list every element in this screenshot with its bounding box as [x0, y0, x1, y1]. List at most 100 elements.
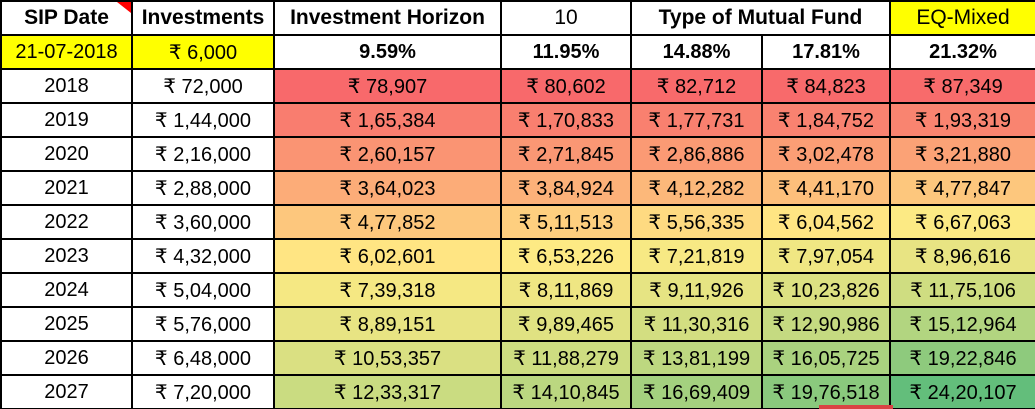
projection-cell[interactable]: ₹ 3,21,880 — [889, 136, 1035, 172]
table-body: 2018 ₹ 72,000 ₹ 78,907 ₹ 80,602 ₹ 82,712 ₹ 84… — [0, 68, 1035, 409]
projection-cell[interactable]: ₹ 2,86,886 — [630, 136, 763, 172]
projection-cell[interactable]: ₹ 1,84,752 — [761, 102, 891, 138]
year-cell[interactable]: 2022 — [0, 204, 133, 240]
projection-cell[interactable]: ₹ 1,65,384 — [273, 102, 502, 138]
projection-cell[interactable]: ₹ 24,20,107 — [889, 374, 1035, 409]
table-row: 2019 ₹ 1,44,000 ₹ 1,65,384 ₹ 1,70,833 ₹ 1,77… — [0, 102, 1035, 138]
rate-cell[interactable]: 17.81% — [761, 34, 891, 70]
projection-cell[interactable]: ₹ 7,39,318 — [273, 272, 502, 308]
fund-selected-cell[interactable]: EQ-Mixed — [889, 0, 1035, 36]
year-cell[interactable]: 2018 — [0, 68, 133, 104]
projection-cell[interactable]: ₹ 6,53,226 — [500, 238, 632, 274]
projection-cell[interactable]: ₹ 80,602 — [500, 68, 632, 104]
projection-cell[interactable]: ₹ 8,11,869 — [500, 272, 632, 308]
invested-cell[interactable]: ₹ 3,60,000 — [131, 204, 275, 240]
table-row: 2022 ₹ 3,60,000 ₹ 4,77,852 ₹ 5,11,513 ₹ 5,56… — [0, 204, 1035, 240]
year-cell[interactable]: 2019 — [0, 102, 133, 138]
projection-cell[interactable]: ₹ 19,76,518 — [761, 374, 891, 409]
monthly-investment-cell[interactable]: ₹ 6,000 — [131, 34, 275, 70]
investment-horizon-header-cell[interactable]: Investment Horizon — [273, 0, 502, 36]
projection-cell[interactable]: ₹ 1,77,731 — [630, 102, 763, 138]
year-cell[interactable]: 2027 — [0, 374, 133, 409]
table-row: 2020 ₹ 2,16,000 ₹ 2,60,157 ₹ 2,71,845 ₹ 2,86… — [0, 136, 1035, 172]
invested-cell[interactable]: ₹ 72,000 — [131, 68, 275, 104]
projection-cell[interactable]: ₹ 87,349 — [889, 68, 1035, 104]
projection-cell[interactable]: ₹ 16,69,409 — [630, 374, 763, 409]
invested-cell[interactable]: ₹ 2,88,000 — [131, 170, 275, 206]
projection-cell[interactable]: ₹ 7,21,819 — [630, 238, 763, 274]
year-cell[interactable]: 2025 — [0, 306, 133, 342]
projection-cell[interactable]: ₹ 12,90,986 — [761, 306, 891, 342]
invested-cell[interactable]: ₹ 6,48,000 — [131, 340, 275, 376]
projection-cell[interactable]: ₹ 2,60,157 — [273, 136, 502, 172]
table-row: 2018 ₹ 72,000 ₹ 78,907 ₹ 80,602 ₹ 82,712 ₹ 84… — [0, 68, 1035, 104]
projection-cell[interactable]: ₹ 3,84,924 — [500, 170, 632, 206]
projection-cell[interactable]: ₹ 10,53,357 — [273, 340, 502, 376]
rate-cell[interactable]: 14.88% — [630, 34, 763, 70]
projection-cell[interactable]: ₹ 14,10,845 — [500, 374, 632, 409]
rate-cell[interactable]: 9.59% — [273, 34, 502, 70]
projection-cell[interactable]: ₹ 3,64,023 — [273, 170, 502, 206]
header-row: SIP Date Investments Investment Horizon … — [0, 0, 1035, 36]
table-row: 2025 ₹ 5,76,000 ₹ 8,89,151 ₹ 9,89,465 ₹ 11,3… — [0, 306, 1035, 342]
projection-cell[interactable]: ₹ 9,11,926 — [630, 272, 763, 308]
projection-cell[interactable]: ₹ 2,71,845 — [500, 136, 632, 172]
projection-cell[interactable]: ₹ 7,97,054 — [761, 238, 891, 274]
invested-cell[interactable]: ₹ 2,16,000 — [131, 136, 275, 172]
projection-cell[interactable]: ₹ 13,81,199 — [630, 340, 763, 376]
year-cell[interactable]: 2026 — [0, 340, 133, 376]
projection-cell[interactable]: ₹ 10,23,826 — [761, 272, 891, 308]
table-row: 2027 ₹ 7,20,000 ₹ 12,33,317 ₹ 14,10,845 ₹ 16… — [0, 374, 1035, 409]
invested-cell[interactable]: ₹ 7,20,000 — [131, 374, 275, 409]
projection-cell[interactable]: ₹ 19,22,846 — [889, 340, 1035, 376]
projection-cell[interactable]: ₹ 78,907 — [273, 68, 502, 104]
invested-cell[interactable]: ₹ 1,44,000 — [131, 102, 275, 138]
table-row: 2021 ₹ 2,88,000 ₹ 3,64,023 ₹ 3,84,924 ₹ 4,12… — [0, 170, 1035, 206]
projection-cell[interactable]: ₹ 11,88,279 — [500, 340, 632, 376]
invested-cell[interactable]: ₹ 5,04,000 — [131, 272, 275, 308]
year-cell[interactable]: 2023 — [0, 238, 133, 274]
projection-cell[interactable]: ₹ 4,77,847 — [889, 170, 1035, 206]
horizon-years-cell[interactable]: 10 — [500, 0, 632, 36]
rate-cell[interactable]: 11.95% — [500, 34, 632, 70]
projection-cell[interactable]: ₹ 6,04,562 — [761, 204, 891, 240]
projection-cell[interactable]: ₹ 5,11,513 — [500, 204, 632, 240]
projection-cell[interactable]: ₹ 6,67,063 — [889, 204, 1035, 240]
invested-cell[interactable]: ₹ 4,32,000 — [131, 238, 275, 274]
projection-cell[interactable]: ₹ 11,30,316 — [630, 306, 763, 342]
projection-cell[interactable]: ₹ 5,56,335 — [630, 204, 763, 240]
year-cell[interactable]: 2021 — [0, 170, 133, 206]
projection-cell[interactable]: ₹ 8,96,616 — [889, 238, 1035, 274]
sip-start-date-cell[interactable]: 21-07-2018 — [0, 34, 133, 70]
projection-cell[interactable]: ₹ 11,75,106 — [889, 272, 1035, 308]
investments-header-cell[interactable]: Investments — [131, 0, 275, 36]
table-row: 2023 ₹ 4,32,000 ₹ 6,02,601 ₹ 6,53,226 ₹ 7,21… — [0, 238, 1035, 274]
projection-cell[interactable]: ₹ 4,12,282 — [630, 170, 763, 206]
projection-cell[interactable]: ₹ 9,89,465 — [500, 306, 632, 342]
sip-date-header-label: SIP Date — [24, 6, 109, 29]
invested-cell[interactable]: ₹ 5,76,000 — [131, 306, 275, 342]
projection-cell[interactable]: ₹ 12,33,317 — [273, 374, 502, 409]
projection-cell[interactable]: ₹ 8,89,151 — [273, 306, 502, 342]
projection-cell[interactable]: ₹ 15,12,964 — [889, 306, 1035, 342]
projection-cell[interactable]: ₹ 1,70,833 — [500, 102, 632, 138]
projection-cell[interactable]: ₹ 84,823 — [761, 68, 891, 104]
parameters-row: 21-07-2018 ₹ 6,000 9.59% 11.95% 14.88% 1… — [0, 34, 1035, 70]
projection-cell[interactable]: ₹ 6,02,601 — [273, 238, 502, 274]
table-row: 2026 ₹ 6,48,000 ₹ 10,53,357 ₹ 11,88,279 ₹ 13… — [0, 340, 1035, 376]
year-cell[interactable]: 2024 — [0, 272, 133, 308]
rate-cell[interactable]: 21.32% — [889, 34, 1035, 70]
projection-cell[interactable]: ₹ 16,05,725 — [761, 340, 891, 376]
projection-cell[interactable]: ₹ 82,712 — [630, 68, 763, 104]
sip-date-header-cell[interactable]: SIP Date — [0, 0, 133, 36]
fund-type-header-cell[interactable]: Type of Mutual Fund — [630, 0, 891, 36]
projection-cell[interactable]: ₹ 1,93,319 — [889, 102, 1035, 138]
projection-cell[interactable]: ₹ 4,41,170 — [761, 170, 891, 206]
year-cell[interactable]: 2020 — [0, 136, 133, 172]
projection-cell[interactable]: ₹ 4,77,852 — [273, 204, 502, 240]
comment-indicator-icon — [117, 3, 130, 13]
partial-next-row-marker — [819, 405, 893, 409]
projection-cell[interactable]: ₹ 3,02,478 — [761, 136, 891, 172]
